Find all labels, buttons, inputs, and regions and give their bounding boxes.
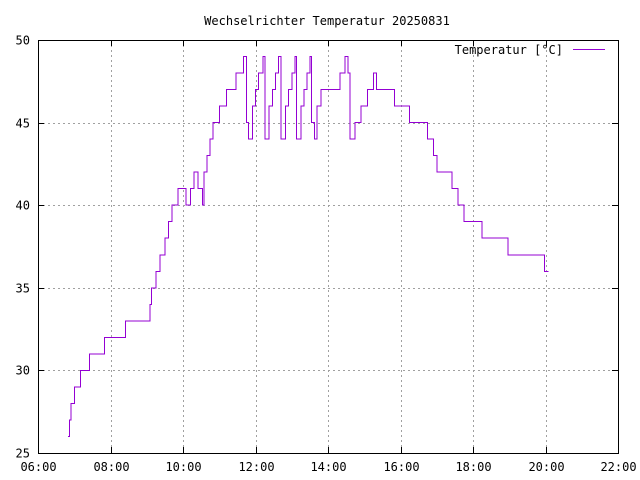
y-tick-label: 25 xyxy=(16,447,30,461)
plot-frame xyxy=(38,40,619,454)
y-tick-label: 35 xyxy=(16,282,30,296)
y-tick-label: 30 xyxy=(16,364,30,378)
axis-layer: 25 30 35 40 45 50 06:00 08:00 10:00 12:00 14:00 16:… xyxy=(16,34,637,475)
x-tick-label: 22:00 xyxy=(600,460,636,474)
legend: Temperatur [°C] xyxy=(455,43,605,57)
y-tick-label: 50 xyxy=(16,34,30,48)
y-tick-label: 40 xyxy=(16,199,30,213)
grid-layer xyxy=(38,40,618,453)
x-tick-label: 14:00 xyxy=(310,460,346,474)
x-tick-label: 08:00 xyxy=(93,460,129,474)
x-tick-label: 12:00 xyxy=(238,460,274,474)
temperature-series-line xyxy=(68,56,549,437)
y-tick-label: 45 xyxy=(16,117,30,131)
chart-title: Wechselrichter Temperatur 20250831 xyxy=(204,14,450,28)
x-tick-label: 10:00 xyxy=(165,460,201,474)
legend-series-label: Temperatur [°C] xyxy=(455,43,563,57)
x-tick-label: 16:00 xyxy=(383,460,419,474)
x-tick-label: 06:00 xyxy=(20,460,56,474)
series-layer xyxy=(68,56,549,437)
x-tick-label: 18:00 xyxy=(455,460,491,474)
x-tick-label: 20:00 xyxy=(528,460,564,474)
